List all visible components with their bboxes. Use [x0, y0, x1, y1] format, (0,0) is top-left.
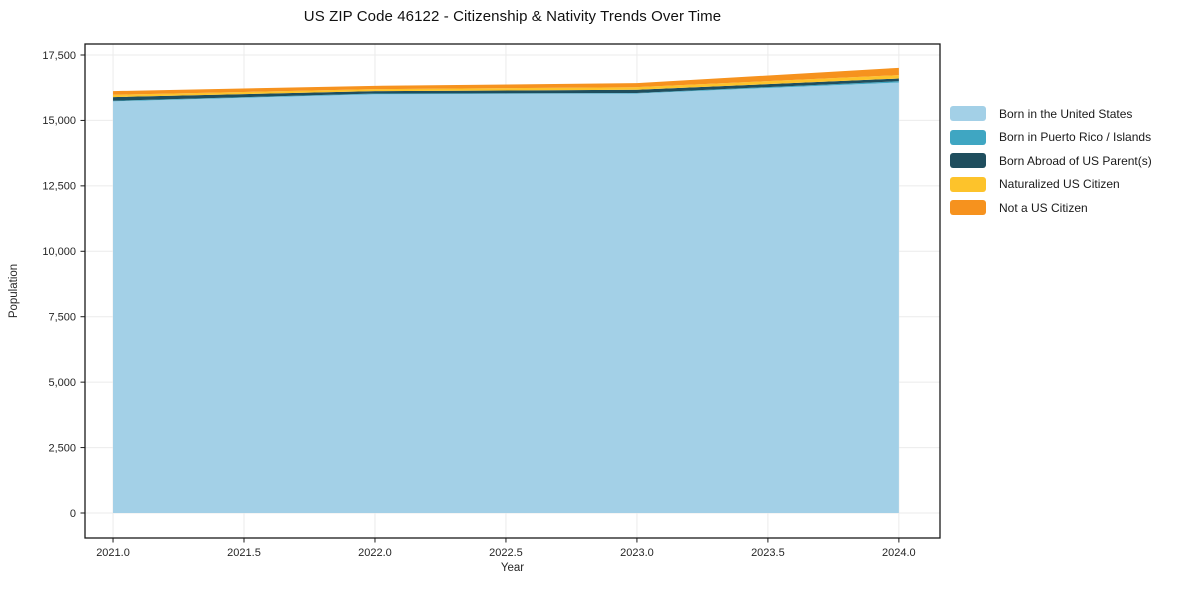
- y-tick-label: 10,000: [42, 246, 76, 258]
- x-tick-label: 2021.0: [96, 547, 130, 559]
- x-tick-label: 2022.5: [489, 547, 523, 559]
- area-born-in-the-united-states: [113, 82, 899, 514]
- legend-label: Naturalized US Citizen: [999, 177, 1120, 191]
- y-tick-label: 0: [70, 508, 76, 520]
- legend-item-born-in-the-united-states: Born in the United States: [950, 106, 1152, 121]
- area-not-a-us-citizen: [113, 67, 899, 95]
- legend-swatch-icon: [950, 129, 986, 145]
- legend-label: Born in Puerto Rico / Islands: [999, 130, 1152, 144]
- legend-item-naturalized-us-citizen: Naturalized US Citizen: [950, 176, 1152, 192]
- y-tick-label: 7,500: [48, 312, 76, 324]
- y-tick-label: 15,000: [42, 115, 76, 127]
- x-tick-label: 2024.0: [882, 547, 916, 559]
- x-tick-label: 2023.0: [620, 547, 654, 559]
- y-tick-label: 2,500: [48, 442, 76, 454]
- legend-swatch-icon: [950, 153, 986, 168]
- y-tick-label: 17,500: [42, 50, 76, 62]
- legend-label: Born Abroad of US Parent(s): [999, 153, 1152, 168]
- legend-swatch-icon: [950, 106, 986, 121]
- y-tick-label: 12,500: [42, 181, 76, 193]
- legend-item-born-abroad-of-us-parent-s: Born Abroad of US Parent(s): [950, 153, 1152, 168]
- legend: Born in the United States Born in Puerto …: [950, 106, 1152, 224]
- chart-title: US ZIP Code 46122 - Citizenship & Nativi…: [303, 8, 722, 25]
- x-tick-label: 2021.5: [227, 547, 261, 559]
- area-born-abroad-of-us-parent-s: [113, 78, 899, 101]
- legend-label: Born in the United States: [999, 106, 1133, 121]
- plot-border: [84, 43, 941, 539]
- y-axis-label: Population: [8, 263, 20, 319]
- legend-label: Not a US Citizen: [999, 200, 1088, 215]
- y-tick-label: 5,000: [48, 377, 76, 389]
- x-tick-label: 2022.0: [358, 547, 392, 559]
- x-axis-label: Year: [500, 562, 525, 574]
- x-tick-label: 2023.5: [751, 547, 785, 559]
- legend-swatch-icon: [950, 200, 986, 215]
- legend-item-born-in-puerto-rico-islands: Born in Puerto Rico / Islands: [950, 129, 1152, 145]
- legend-item-not-a-us-citizen: Not a US Citizen: [950, 200, 1152, 215]
- legend-swatch-icon: [950, 176, 986, 192]
- area-naturalized-us-citizen: [113, 75, 899, 98]
